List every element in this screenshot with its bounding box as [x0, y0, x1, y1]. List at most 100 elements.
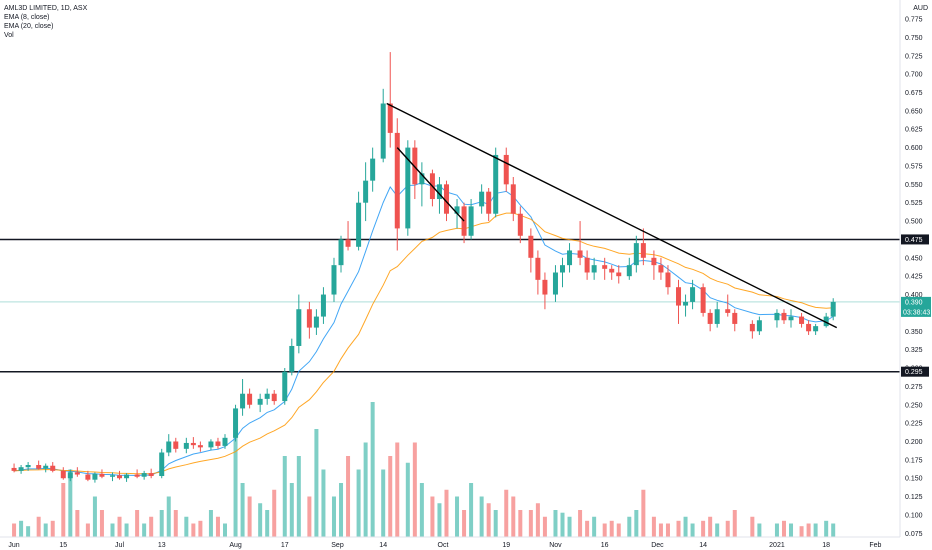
x-tick-label: Sep [331, 542, 344, 549]
volume-bar [282, 456, 287, 537]
candle-body [651, 257, 657, 266]
candle [626, 257, 632, 280]
candle-body [732, 312, 738, 324]
volume-bar [609, 520, 614, 537]
candle [99, 469, 105, 479]
y-tick-label: 0.225 [905, 421, 923, 428]
x-tick-label: 2021 [769, 542, 785, 549]
volume-bar [346, 456, 351, 537]
candle-body [50, 465, 56, 471]
candle-body [528, 235, 534, 258]
volume-bar [68, 469, 73, 537]
candle [725, 294, 731, 317]
candle-body [233, 408, 239, 438]
candle-body [257, 398, 263, 405]
volume-bars [12, 402, 836, 537]
candle [166, 434, 172, 457]
candle-body [665, 272, 671, 288]
candle [486, 188, 492, 222]
volume-bar [258, 503, 263, 537]
time-axis[interactable]: Jun 15 Jul 13 Aug 17 Sep 14 Oct 19 Nov 16 Dec 14 2021 1… [0, 536, 900, 549]
volume-bar [701, 520, 706, 537]
candle [461, 202, 467, 244]
candle [387, 52, 393, 148]
candle-body [110, 475, 115, 477]
volume-bar [289, 483, 294, 537]
candle [363, 162, 369, 222]
candle-body [271, 393, 277, 402]
candle [50, 462, 56, 473]
volume-bar [627, 516, 632, 537]
candle [159, 448, 165, 479]
candle-body [700, 287, 706, 313]
volume-bar [50, 520, 55, 537]
candle [92, 472, 98, 483]
candle-body [208, 441, 214, 448]
candle-body [148, 473, 154, 477]
candle-body [74, 472, 80, 475]
volume-bar [757, 523, 762, 537]
candle-body [67, 472, 73, 479]
candle-body [633, 243, 639, 266]
price-axis[interactable]: AUD 0.775 0.750 0.725 0.700 0.675 0.650 0.625 0… [899, 0, 928, 538]
candle [36, 460, 42, 470]
candle-body [486, 191, 492, 214]
candle-body [282, 371, 288, 402]
volume-bar [567, 516, 572, 537]
level-tag [901, 366, 929, 377]
candle [510, 176, 516, 222]
volume-bar [184, 516, 189, 537]
volume-bar [314, 429, 319, 537]
y-tick-label: 0.750 [905, 35, 923, 42]
candle-body [264, 393, 270, 399]
candle [658, 257, 664, 280]
volume-bar [149, 516, 154, 537]
candle-body [394, 132, 400, 229]
y-tick-label: 0.125 [905, 494, 923, 501]
candle [419, 162, 425, 207]
candle [190, 437, 196, 449]
horizontal-levels [0, 238, 900, 373]
volume-bar [469, 483, 474, 537]
candle [25, 462, 31, 471]
candle [560, 257, 565, 288]
candle-body [714, 309, 720, 324]
candle [806, 320, 812, 335]
candle-body [560, 265, 565, 273]
volume-bar [321, 469, 326, 537]
candle [749, 320, 755, 339]
x-tick-label: 15 [59, 542, 67, 549]
y-tick-label: 0.275 [905, 384, 923, 391]
candle [306, 301, 312, 339]
y-tick-label: 0.575 [905, 163, 923, 170]
y-tick-label: 0.775 [905, 17, 923, 24]
candle [67, 469, 73, 482]
candle-body [443, 184, 449, 214]
volume-bar [208, 510, 213, 537]
candle-body [517, 213, 523, 236]
candle-body [173, 441, 179, 449]
candle [43, 463, 49, 473]
candle [173, 437, 179, 453]
candle-body [117, 475, 123, 479]
candle-body [609, 268, 615, 273]
candle [331, 257, 337, 302]
volume-bar [412, 442, 417, 537]
volume-bar [233, 435, 238, 537]
y-tick-label: 0.700 [905, 72, 923, 79]
candle [345, 221, 351, 251]
candle [271, 390, 277, 405]
candle [683, 294, 689, 317]
candle-body [85, 474, 91, 480]
candle [370, 147, 376, 192]
candle-body [387, 103, 393, 133]
candle [468, 199, 474, 240]
volume-bar [85, 523, 90, 537]
candle-body [240, 393, 246, 409]
candle-body [247, 393, 253, 405]
candle [503, 147, 509, 192]
candle-body [567, 250, 573, 266]
volume-bar [159, 510, 164, 537]
volume-bar [444, 489, 449, 537]
